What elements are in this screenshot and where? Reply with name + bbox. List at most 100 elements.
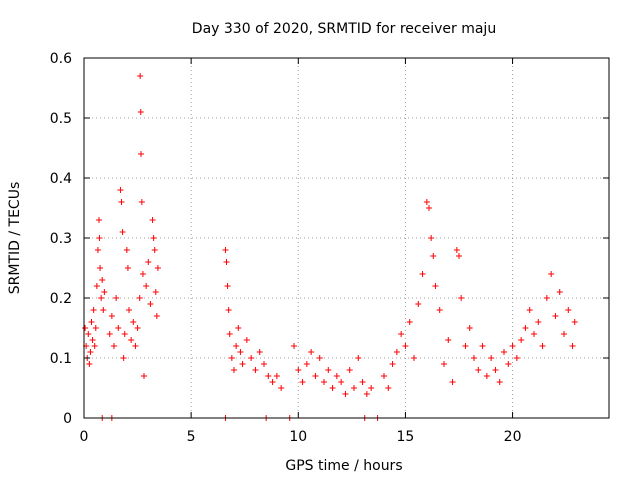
data-point (273, 373, 280, 379)
data-point (359, 379, 366, 385)
data-point (123, 247, 130, 253)
y-tick-label: 0.1 (50, 351, 72, 367)
data-point (252, 367, 259, 373)
data-point (513, 355, 520, 361)
data-point (145, 259, 152, 265)
data-point (445, 337, 452, 343)
data-point (458, 295, 465, 301)
data-point (308, 349, 315, 355)
data-point (561, 331, 567, 337)
data-point (479, 343, 486, 349)
data-point (539, 343, 546, 349)
data-point (82, 325, 89, 331)
y-tick-label: 0.4 (50, 171, 72, 187)
data-point (94, 247, 101, 253)
data-point (569, 343, 576, 349)
data-point (98, 295, 105, 301)
data-point (149, 217, 156, 223)
axis-ticks (83, 57, 609, 419)
y-tick-label: 0.2 (50, 291, 72, 307)
data-point (471, 355, 477, 361)
data-point (86, 361, 93, 367)
data-point (223, 259, 230, 265)
data-point (453, 247, 460, 253)
data-point (226, 331, 233, 337)
data-point (312, 373, 319, 379)
data-point (355, 355, 362, 361)
data-point (237, 349, 244, 355)
data-point (90, 307, 97, 313)
data-point (138, 199, 145, 205)
data-point (151, 247, 158, 253)
data-point (475, 367, 482, 373)
data-point (91, 343, 98, 349)
data-point (85, 331, 92, 337)
data-point (261, 361, 267, 367)
data-point (381, 373, 387, 379)
data-point (436, 307, 443, 313)
data-point (139, 271, 146, 277)
data-point (432, 283, 439, 289)
data-point (406, 319, 413, 325)
x-tick-label: 20 (504, 429, 522, 445)
data-point (124, 265, 131, 271)
data-point (411, 355, 417, 361)
data-point (113, 295, 120, 301)
data-point (120, 355, 127, 361)
data-point (93, 283, 100, 289)
data-point (153, 313, 160, 319)
y-tick-label: 0.6 (50, 51, 72, 67)
data-point (338, 379, 345, 385)
data-point (228, 355, 235, 361)
x-tick-label: 0 (80, 429, 89, 445)
data-point (119, 229, 126, 235)
data-point (571, 319, 578, 325)
data-point (428, 235, 435, 241)
data-point (106, 331, 113, 337)
data-point (501, 349, 507, 355)
data-point (154, 265, 161, 271)
y-axis-label: SRMTID / TECUs (7, 182, 23, 295)
data-point (278, 385, 285, 391)
data-point (518, 337, 525, 343)
data-points (82, 73, 578, 421)
data-point (243, 337, 250, 343)
data-point (111, 343, 117, 349)
data-point (225, 307, 232, 313)
data-point (97, 265, 104, 271)
data-point (385, 385, 392, 391)
data-point (141, 373, 147, 379)
data-point (233, 343, 240, 349)
data-point (398, 331, 405, 337)
data-point (316, 355, 323, 361)
data-point (87, 349, 94, 355)
data-point (126, 307, 132, 313)
y-tick-label: 0 (63, 411, 72, 427)
data-point (235, 325, 242, 331)
data-point (389, 361, 396, 367)
data-point (231, 367, 237, 373)
data-point (115, 325, 122, 331)
data-point (96, 235, 103, 241)
data-point (430, 253, 437, 259)
data-point (531, 331, 537, 337)
data-point (101, 289, 108, 295)
y-tick-label: 0.5 (50, 111, 72, 127)
data-point (130, 319, 137, 325)
data-point (393, 349, 400, 355)
data-point (509, 343, 516, 349)
data-point (265, 373, 272, 379)
data-point (526, 307, 533, 313)
data-point (117, 187, 124, 193)
chart-title: Day 330 of 2020, SRMTID for receiver maj… (192, 21, 496, 37)
data-point (248, 355, 255, 361)
data-point (329, 385, 336, 391)
y-tick-label: 0.3 (50, 231, 72, 247)
x-tick-label: 15 (397, 429, 415, 445)
data-point (505, 361, 512, 367)
data-point (483, 373, 490, 379)
data-point (402, 343, 409, 349)
data-point (132, 343, 139, 349)
data-point (333, 373, 340, 379)
data-point (92, 325, 99, 331)
